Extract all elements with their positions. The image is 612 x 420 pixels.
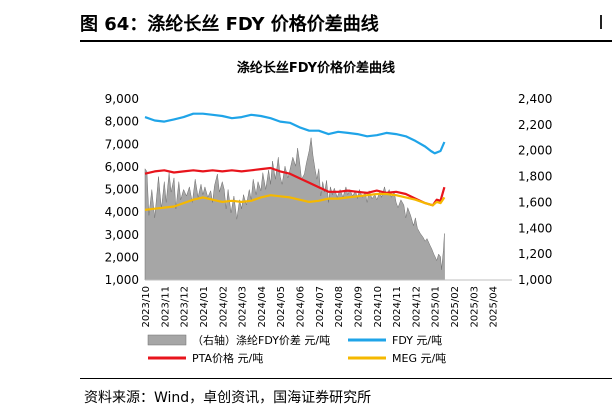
series-1-line (144, 112, 446, 155)
legend-label: （右轴）涤纶FDY价差 元/吨 (192, 333, 330, 347)
x-tick-label: 2024/12 (411, 286, 422, 328)
x-tick-label: 2023/12 (180, 286, 191, 328)
y-left-tick-label: 3,000 (105, 228, 139, 242)
y-left-tick-label: 1,000 (105, 273, 139, 287)
y-left-tick-label: 6,000 (105, 160, 139, 174)
x-tick-label: 2024/06 (296, 286, 307, 328)
legend-label: MEG 元/吨 (392, 352, 446, 365)
x-tick-label: 2024/03 (238, 286, 249, 328)
y-left-tick-label: 4,000 (105, 205, 139, 219)
x-tick-label: 2024/08 (334, 286, 345, 328)
legend-label: PTA价格 元/吨 (192, 351, 263, 365)
x-tick-label: 2025/01 (431, 286, 442, 328)
series-0-area (144, 137, 445, 281)
legend: （右轴）涤纶FDY价差 元/吨 FDY 元/吨 PTA价格 元/吨 MEG 元/吨 (147, 333, 446, 365)
y-left-tick-label: 9,000 (105, 92, 139, 106)
series-2-line (144, 166, 446, 207)
y-left-tick-label: 5,000 (105, 183, 139, 197)
x-tick-label: 2024/11 (392, 286, 403, 328)
x-tick-label: 2024/07 (315, 286, 326, 328)
chart: 涤纶长丝FDY价格价差曲线 1,000 2,000 3,000 4,000 5,000 6… (105, 60, 553, 365)
x-tick-label: 2024/02 (218, 286, 229, 328)
legend-item: FDY 元/吨 (348, 334, 442, 347)
x-tick-label: 2024/01 (199, 286, 210, 328)
x-tick-label: 2023/11 (160, 286, 171, 328)
bottom-rule (80, 378, 612, 379)
figure-source: 资料来源：Wind，卓创资讯，国海证券研究所 (84, 390, 372, 406)
x-tick-label: 2024/10 (373, 286, 384, 328)
spread-area-layer (144, 137, 445, 281)
x-tick-label: 2024/09 (354, 286, 365, 328)
y-right-tick-label: 1,400 (518, 221, 552, 235)
y-right-tick-label: 2,400 (518, 92, 552, 106)
legend-item: MEG 元/吨 (348, 352, 446, 365)
x-tick-label: 2025/04 (489, 286, 500, 328)
y-left-tick-label: 2,000 (105, 250, 139, 264)
y-right-tick-label: 2,200 (518, 118, 552, 132)
y-right-tick-label: 1,800 (518, 170, 552, 184)
y-left-tick-label: 7,000 (105, 137, 139, 151)
x-tick-label: 2024/05 (276, 286, 287, 328)
legend-item: PTA价格 元/吨 (148, 351, 263, 365)
x-tick-label: 2024/04 (257, 286, 268, 328)
y-right-tick-label: 1,600 (518, 195, 552, 209)
figure-title: 图 64：涤纶长丝 FDY 价格价差曲线 (80, 14, 379, 35)
chart-title: 涤纶长丝FDY价格价差曲线 (237, 60, 395, 76)
top-rule (80, 40, 612, 42)
x-tick-label: 2025/03 (469, 286, 480, 328)
figure-header: 图 64：涤纶长丝 FDY 价格价差曲线 (0, 0, 612, 42)
price-lines-layer (144, 112, 446, 211)
y-right-tick-label: 2,000 (518, 144, 552, 158)
legend-label: FDY 元/吨 (392, 334, 442, 347)
x-tick-label: 2023/10 (141, 286, 152, 328)
legend-item: （右轴）涤纶FDY价差 元/吨 (147, 333, 330, 347)
y-left-tick-label: 8,000 (105, 115, 139, 129)
y-right-tick-label: 1,000 (518, 273, 552, 287)
legend-swatch (147, 334, 187, 346)
x-tick-label: 2025/02 (450, 286, 461, 328)
series-3-line (144, 192, 446, 211)
axes-layer: 1,000 2,000 3,000 4,000 5,000 6,000 7,000 8,000… (105, 92, 553, 328)
page-corner-mark (600, 15, 612, 29)
y-right-tick-label: 1,200 (518, 247, 552, 261)
